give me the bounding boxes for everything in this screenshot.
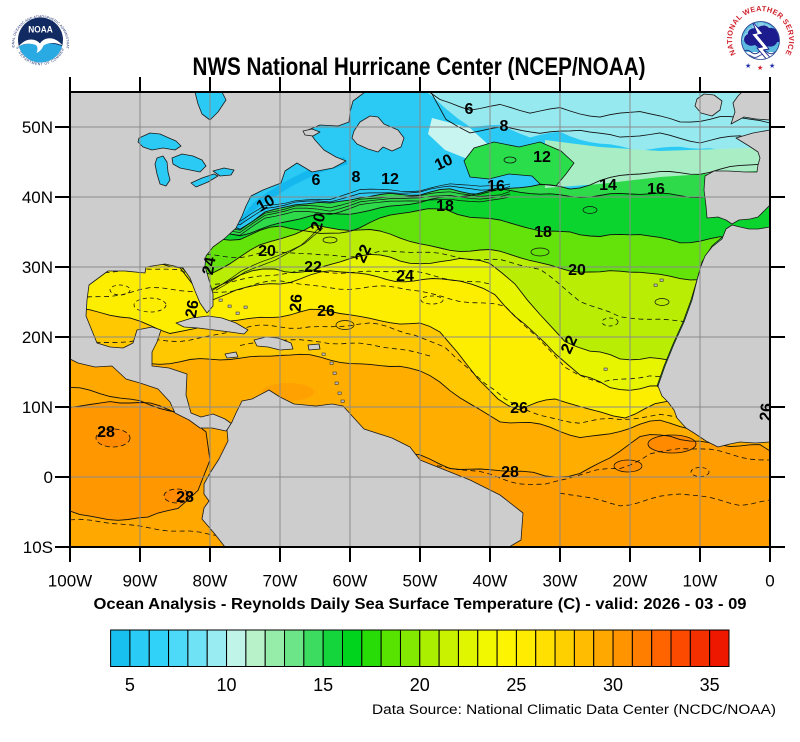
svg-text:24: 24 bbox=[396, 268, 414, 285]
svg-text:26: 26 bbox=[510, 400, 528, 417]
svg-text:20: 20 bbox=[568, 262, 586, 279]
svg-text:5: 5 bbox=[125, 675, 135, 695]
svg-text:10: 10 bbox=[216, 675, 236, 695]
svg-text:50N: 50N bbox=[22, 118, 53, 137]
svg-text:Data Source: National Climatic: Data Source: National Climatic Data Cent… bbox=[372, 702, 776, 717]
svg-text:20: 20 bbox=[258, 243, 276, 260]
svg-text:10S: 10S bbox=[23, 538, 53, 557]
svg-text:10: 10 bbox=[432, 151, 455, 174]
svg-text:26: 26 bbox=[317, 303, 335, 320]
svg-text:10: 10 bbox=[254, 192, 278, 216]
svg-text:12: 12 bbox=[533, 149, 551, 166]
svg-text:Ocean Analysis - Reynolds Dail: Ocean Analysis - Reynolds Daily Sea Surf… bbox=[94, 596, 747, 613]
svg-text:10N: 10N bbox=[22, 398, 53, 417]
svg-text:28: 28 bbox=[501, 464, 519, 481]
svg-text:12: 12 bbox=[381, 171, 399, 188]
svg-text:0: 0 bbox=[765, 572, 774, 591]
svg-text:26: 26 bbox=[183, 299, 203, 320]
svg-text:22: 22 bbox=[558, 333, 581, 356]
svg-text:20N: 20N bbox=[22, 328, 53, 347]
svg-text:14: 14 bbox=[599, 177, 617, 194]
svg-text:24: 24 bbox=[200, 256, 220, 277]
svg-text:6: 6 bbox=[465, 101, 474, 118]
svg-text:20W: 20W bbox=[613, 572, 648, 591]
svg-text:80W: 80W bbox=[193, 572, 228, 591]
svg-text:35: 35 bbox=[700, 675, 720, 695]
svg-text:30N: 30N bbox=[22, 258, 53, 277]
svg-text:15: 15 bbox=[313, 675, 333, 695]
svg-text:25: 25 bbox=[506, 675, 526, 695]
svg-text:16: 16 bbox=[487, 178, 505, 195]
svg-text:50W: 50W bbox=[403, 572, 438, 591]
svg-text:NOAA: NOAA bbox=[28, 25, 53, 36]
svg-text:90W: 90W bbox=[123, 572, 158, 591]
svg-text:22: 22 bbox=[352, 242, 375, 265]
svg-text:0: 0 bbox=[44, 468, 53, 487]
svg-text:8: 8 bbox=[352, 169, 361, 186]
svg-text:22: 22 bbox=[304, 259, 322, 276]
svg-text:20: 20 bbox=[308, 211, 329, 233]
svg-text:18: 18 bbox=[436, 198, 454, 215]
svg-text:26: 26 bbox=[757, 402, 776, 421]
svg-text:16: 16 bbox=[647, 181, 665, 198]
svg-text:28: 28 bbox=[97, 424, 115, 441]
svg-text:60W: 60W bbox=[333, 572, 368, 591]
svg-text:NWS National Hurricane Center: NWS National Hurricane Center (NCEP/NOAA… bbox=[193, 53, 646, 81]
svg-text:18: 18 bbox=[534, 224, 552, 241]
svg-text:6: 6 bbox=[312, 172, 321, 189]
svg-text:40N: 40N bbox=[22, 188, 53, 207]
svg-text:26: 26 bbox=[287, 293, 306, 312]
svg-text:100W: 100W bbox=[48, 572, 92, 591]
svg-text:40W: 40W bbox=[473, 572, 508, 591]
svg-text:70W: 70W bbox=[263, 572, 298, 591]
svg-text:★: ★ bbox=[769, 62, 775, 70]
svg-text:10W: 10W bbox=[683, 572, 718, 591]
svg-text:20: 20 bbox=[410, 675, 430, 695]
svg-text:★: ★ bbox=[757, 64, 763, 72]
svg-text:30W: 30W bbox=[543, 572, 578, 591]
svg-text:★: ★ bbox=[745, 62, 751, 70]
svg-text:8: 8 bbox=[500, 118, 509, 135]
svg-text:28: 28 bbox=[176, 489, 194, 506]
svg-text:30: 30 bbox=[603, 675, 623, 695]
